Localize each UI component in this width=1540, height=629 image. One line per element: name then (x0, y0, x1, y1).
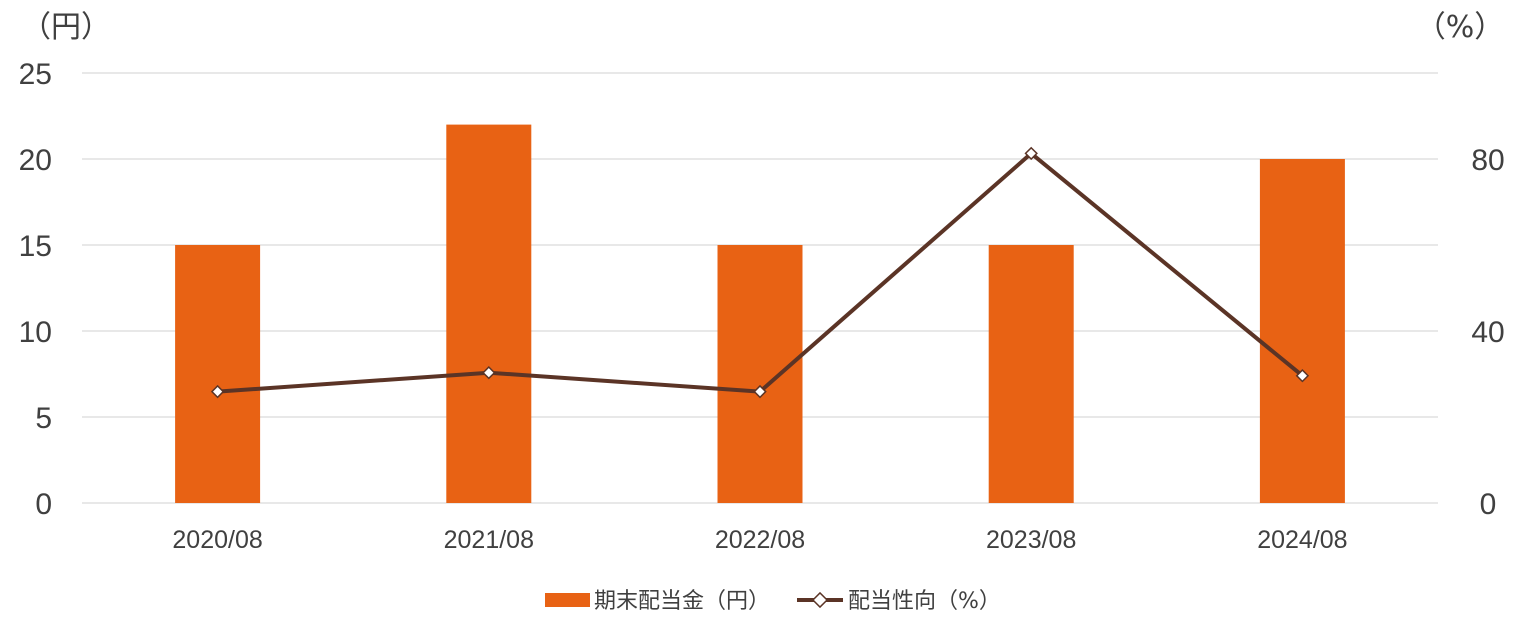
bar-series (175, 124, 1345, 503)
left-tick-label: 0 (35, 488, 52, 521)
line-point (1295, 369, 1310, 383)
left-axis: 0 5 10 15 20 25 (19, 58, 52, 521)
right-tick-label: 80 (1471, 144, 1504, 177)
x-tick-label: 2024/08 (1257, 526, 1347, 554)
line-point (482, 365, 496, 380)
x-tick-label: 2020/08 (172, 526, 262, 554)
left-tick-label: 20 (19, 144, 52, 177)
left-tick-label: 15 (19, 230, 52, 263)
line-point (210, 384, 225, 399)
right-tick-label: 40 (1471, 316, 1504, 349)
line-point (753, 384, 767, 399)
legend-bar-label: 期末配当金（円） (594, 589, 770, 614)
right-tick-label: 0 (1480, 488, 1497, 521)
bar (175, 245, 261, 503)
legend-bar-swatch (545, 593, 590, 607)
left-tick-label: 5 (35, 402, 52, 435)
left-tick-label: 10 (19, 316, 52, 349)
legend: 期末配当金（円） 配当性向（%） (545, 589, 1001, 614)
bar (1259, 159, 1345, 503)
right-axis-unit-label: （%） (1416, 10, 1505, 45)
legend-line-marker (811, 591, 829, 609)
left-tick-label: 25 (19, 58, 52, 91)
x-tick-label: 2022/08 (715, 526, 805, 554)
bar (446, 124, 532, 503)
line-series (210, 146, 1310, 399)
x-tick-label: 2021/08 (444, 526, 534, 554)
left-axis-unit-label: （円） (21, 10, 111, 45)
x-tick-label: 2023/08 (986, 526, 1076, 554)
bar (717, 245, 803, 503)
legend-line-label: 配当性向（%） (848, 589, 1001, 614)
x-axis: 2020/08 2021/08 2022/08 2023/08 2024/08 (172, 526, 1347, 554)
bar (988, 245, 1074, 503)
right-axis: 0 40 80 (1471, 144, 1504, 521)
line-point (1024, 146, 1038, 161)
